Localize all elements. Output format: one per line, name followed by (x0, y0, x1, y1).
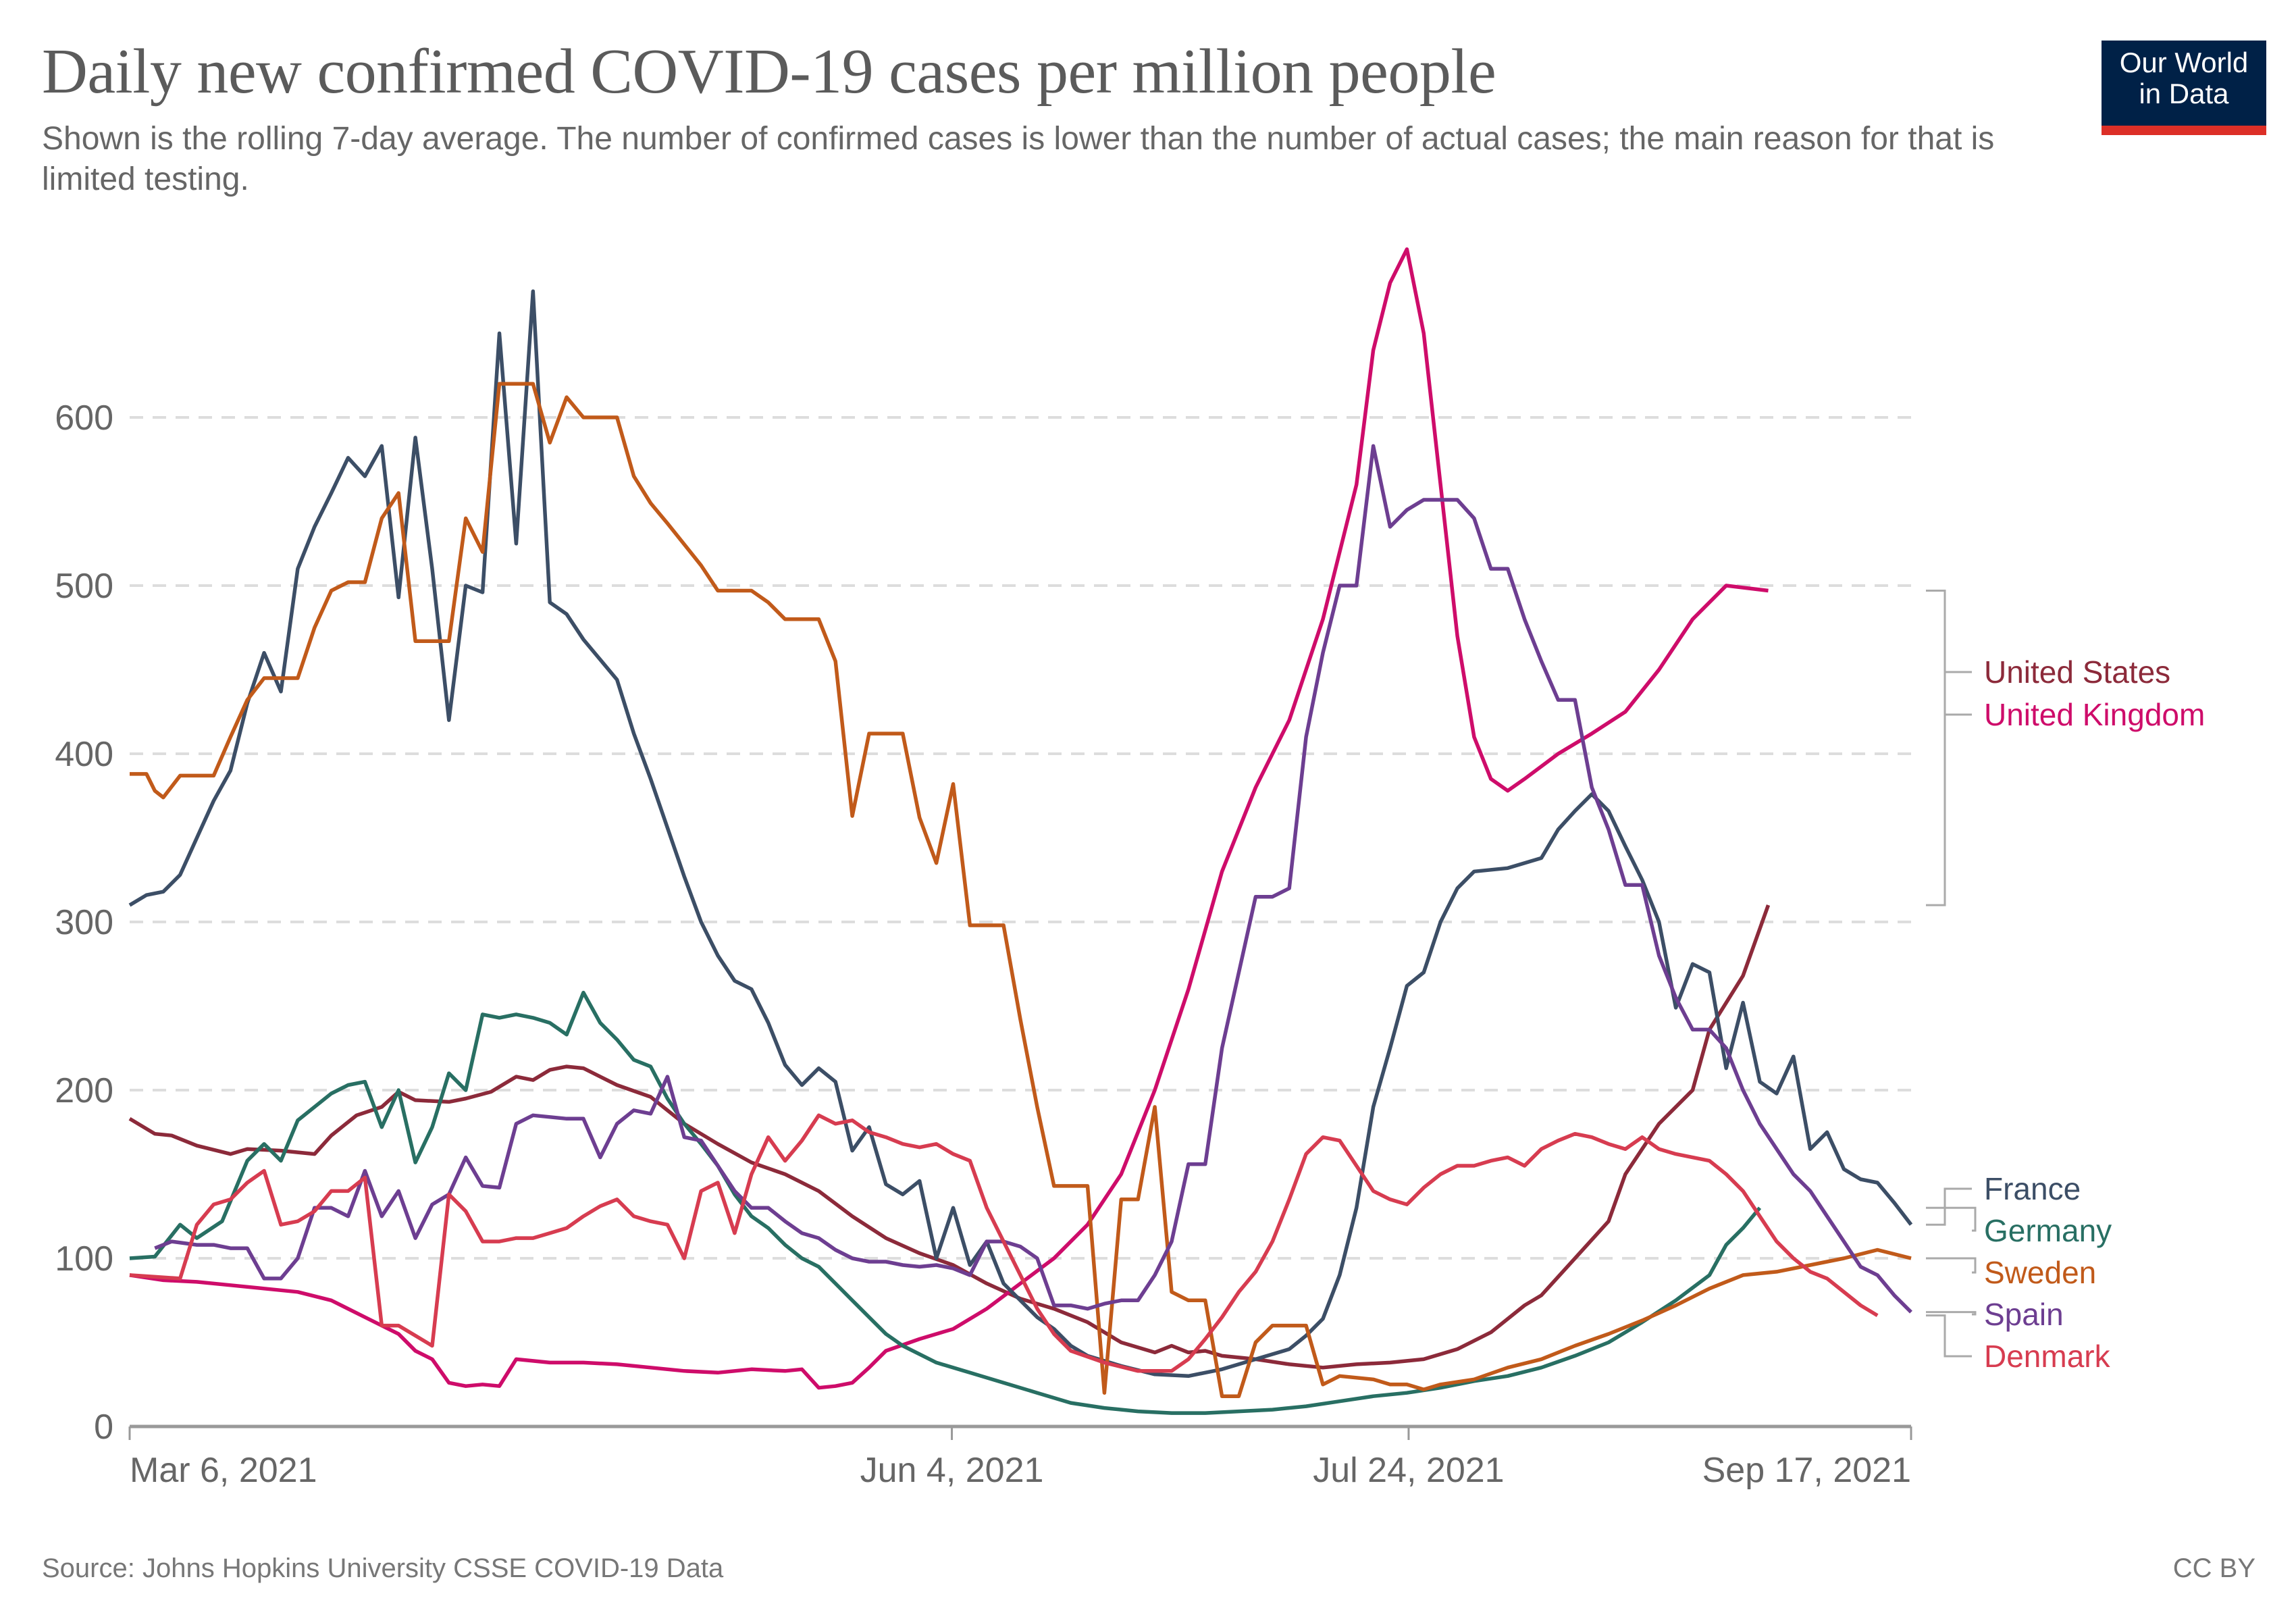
legend-label-spain[interactable]: Spain (1984, 1297, 2064, 1332)
legend-label-united-states[interactable]: United States (1984, 654, 2170, 690)
chart-subtitle: Shown is the rolling 7-day average. The … (42, 121, 1995, 197)
x-tick-label: Jul 24, 2021 (1313, 1451, 1504, 1490)
logo-text: Our World in Data (2102, 47, 2266, 109)
legend-label-denmark[interactable]: Denmark (1984, 1339, 2111, 1374)
legend-connector (1926, 1187, 1972, 1226)
legend-connector (1926, 1314, 1972, 1358)
legend-connector (1926, 589, 1972, 716)
chart-title: Daily new confirmed COVID-19 cases per m… (42, 36, 1496, 107)
x-tick-label: Mar 6, 2021 (130, 1451, 317, 1490)
y-tick-label: 300 (55, 903, 113, 942)
series-line-denmark[interactable] (129, 1113, 1879, 1373)
y-tick-label: 0 (94, 1408, 113, 1447)
legend-label-france[interactable]: France (1984, 1171, 2081, 1206)
series-lines (128, 247, 1913, 1415)
series-line-germany[interactable] (129, 990, 1762, 1415)
legend-connector (1926, 671, 1972, 906)
legend-label-sweden[interactable]: Sweden (1984, 1255, 2096, 1290)
x-tick-label: Jun 4, 2021 (860, 1451, 1044, 1490)
series-line-spain[interactable] (154, 444, 1912, 1314)
gridlines (130, 416, 1911, 1260)
legend-label-germany[interactable]: Germany (1984, 1213, 2112, 1248)
y-tick-label: 600 (55, 398, 113, 438)
legend-label-united-kingdom[interactable]: United Kingdom (1984, 697, 2205, 732)
y-axis: 0 100 200 300 400 500 600 (55, 398, 113, 1447)
logo-line-2: in Data (2139, 78, 2229, 109)
series-line-united-states[interactable] (128, 904, 1771, 1370)
logo-accent-bar (2102, 126, 2266, 135)
legend-connector (1926, 1206, 1977, 1232)
legend-connector (1926, 1257, 1977, 1274)
logo-line-1: Our World (2119, 47, 2249, 78)
y-tick-label: 100 (55, 1239, 113, 1279)
y-tick-label: 200 (55, 1071, 113, 1110)
legend-connector (1926, 1311, 1977, 1316)
series-line-france[interactable] (128, 289, 1913, 1379)
series-line-sweden[interactable] (130, 382, 1912, 1398)
owid-logo[interactable]: Our World in Data (2102, 41, 2266, 135)
x-axis: Mar 6, 2021 Jun 4, 2021 Jul 24, 2021 Sep 17… (128, 1424, 1912, 1490)
source-note[interactable]: Source: Johns Hopkins University CSSE CO… (42, 1553, 724, 1583)
x-tick-label: Sep 17, 2021 (1702, 1451, 1911, 1490)
series-line-united-kingdom[interactable] (129, 247, 1769, 1390)
y-tick-label: 400 (55, 735, 113, 774)
y-tick-label: 500 (55, 567, 113, 606)
legend: United States United Kingdom France Germany… (1926, 589, 2205, 1374)
license-link[interactable]: CC BY (2172, 1553, 2255, 1583)
